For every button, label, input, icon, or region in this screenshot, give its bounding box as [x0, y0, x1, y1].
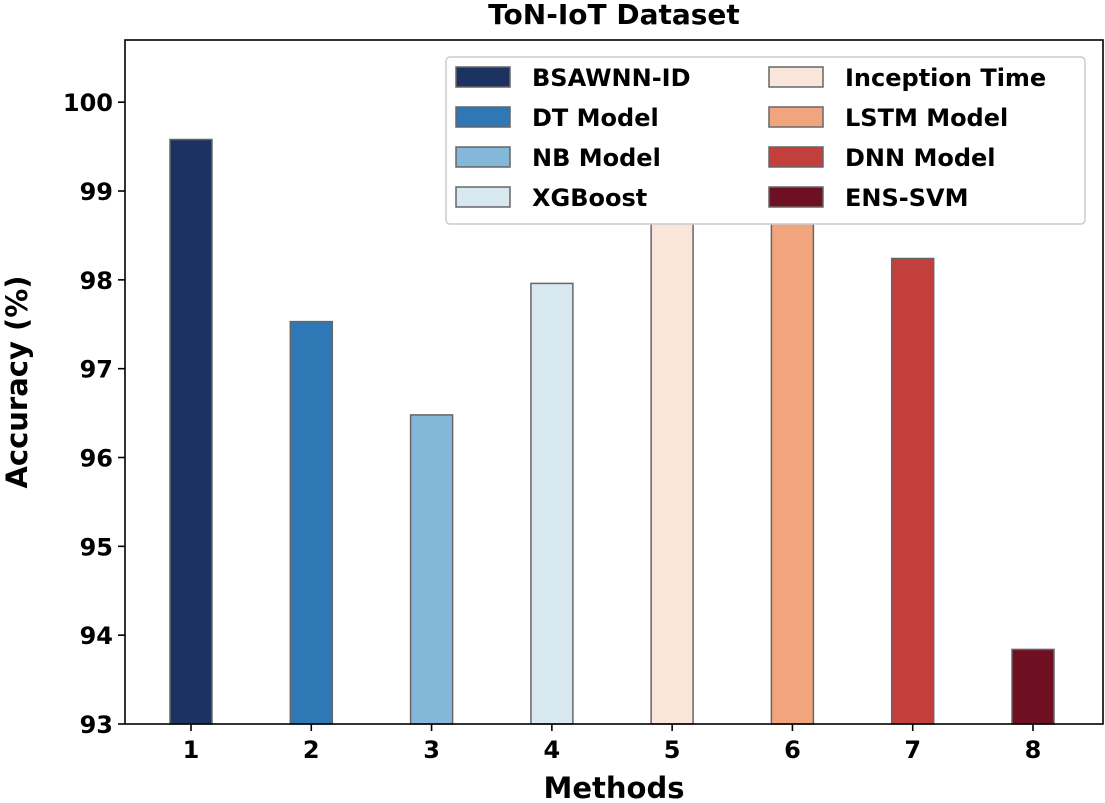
legend-swatch: [768, 106, 824, 128]
bar-1: [169, 138, 213, 725]
bar-4: [530, 282, 574, 725]
legend-swatch: [768, 66, 824, 88]
bar-6: [770, 193, 815, 725]
legend-swatch: [768, 186, 824, 208]
y-tick-label: 98: [80, 267, 113, 295]
y-tick-label: 95: [80, 533, 113, 561]
legend: BSAWNN-ID DT Model NB Model XGBoost Inceptio…: [445, 56, 1086, 225]
bar-3: [409, 414, 454, 725]
x-axis: 1 2 3 4 5 6 7 8: [183, 724, 1042, 764]
bar-7: [890, 257, 935, 725]
bar-5: [650, 170, 694, 725]
x-axis-label: Methods: [544, 771, 685, 803]
x-tick-label: 2: [303, 736, 320, 764]
x-tick-label: 1: [183, 736, 200, 764]
bar-8: [1011, 648, 1055, 725]
legend-label: ENS-SVM: [845, 184, 968, 212]
legend-swatch: [455, 106, 511, 128]
plot-frame: [124, 39, 1104, 725]
y-tick-label: 99: [80, 178, 113, 206]
bar-2: [289, 320, 334, 725]
y-tick-label: 97: [80, 356, 113, 384]
bars-layer: [169, 138, 1055, 725]
legend-label: DNN Model: [845, 144, 996, 172]
legend-label: Inception Time: [845, 64, 1046, 92]
x-tick-label: 7: [904, 736, 921, 764]
legend-swatch: [455, 66, 511, 88]
legend-label: XGBoost: [532, 184, 647, 212]
chart-title: ToN-IoT Dataset: [488, 0, 740, 31]
x-tick-label: 6: [784, 736, 801, 764]
legend-label: NB Model: [532, 144, 661, 172]
x-tick-label: 4: [544, 736, 561, 764]
x-tick-label: 3: [423, 736, 440, 764]
legend-frame: [445, 56, 1086, 225]
y-axis: 93 94 95 96 97 98 99 100: [63, 89, 125, 739]
x-tick-label: 8: [1025, 736, 1042, 764]
y-tick-label: 94: [80, 622, 113, 650]
legend-swatch: [455, 186, 511, 208]
y-tick-label: 93: [80, 711, 113, 739]
legend-label: BSAWNN-ID: [532, 64, 691, 92]
legend-label: LSTM Model: [845, 104, 1008, 132]
x-tick-label: 5: [664, 736, 681, 764]
y-axis-label: Accuracy (%): [0, 275, 34, 488]
legend-swatch: [768, 146, 824, 168]
legend-swatch: [455, 146, 511, 168]
y-tick-label: 100: [63, 89, 113, 117]
y-tick-label: 96: [80, 445, 113, 473]
legend-label: DT Model: [532, 104, 659, 132]
